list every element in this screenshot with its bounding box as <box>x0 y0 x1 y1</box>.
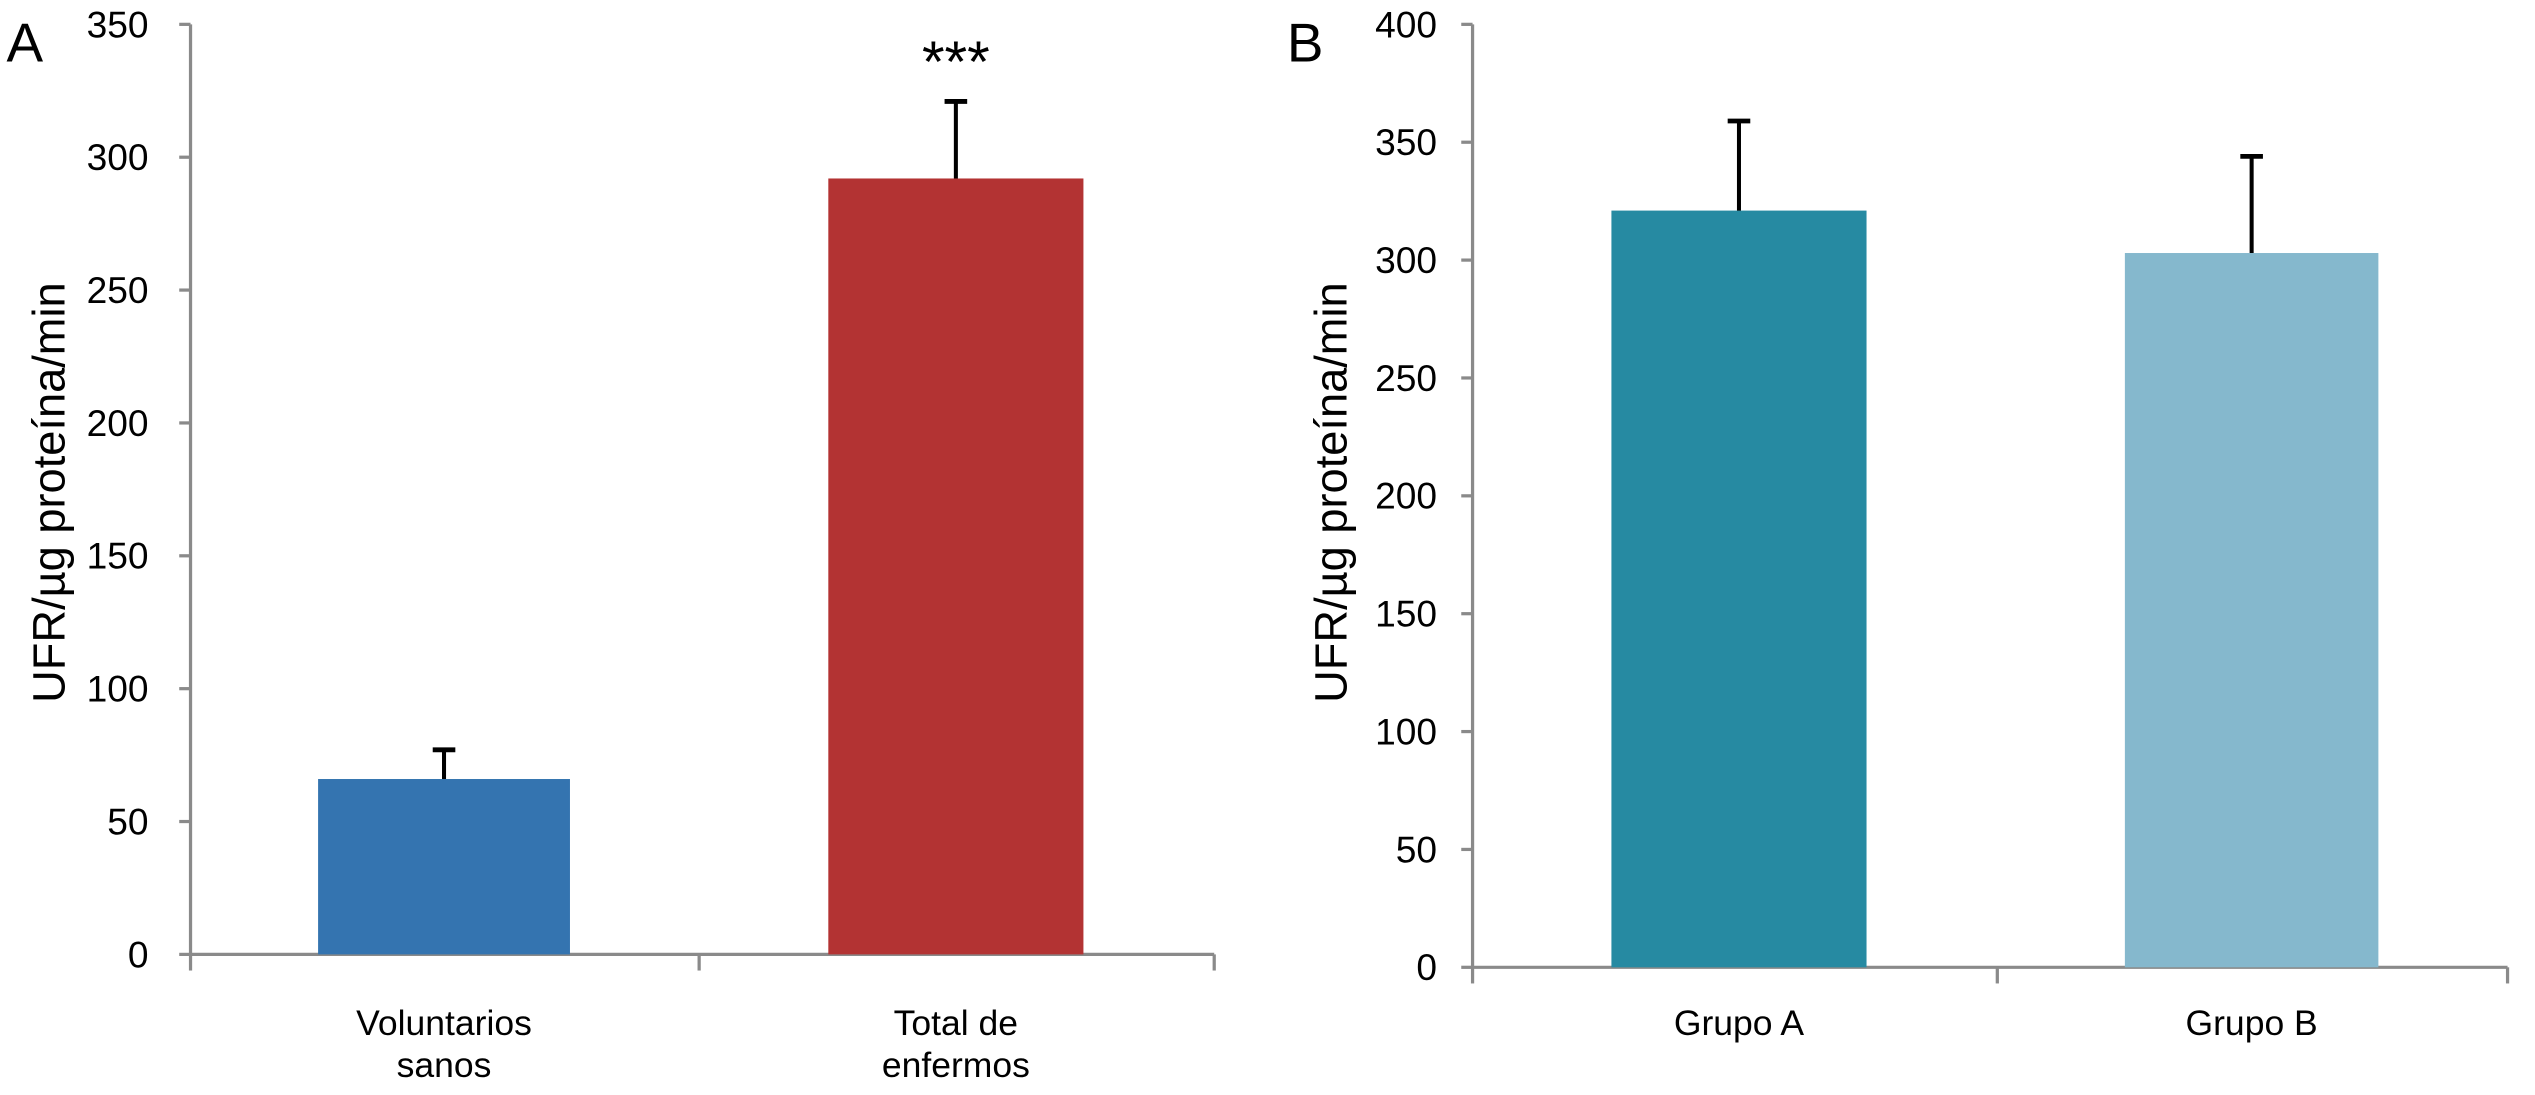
bar <box>2124 253 2379 968</box>
y-tick-label: 250 <box>1375 357 1437 399</box>
bar <box>318 779 570 955</box>
x-tick-label: Total de <box>894 1003 1018 1043</box>
panel-a: A UFR/µg proteína/min 0 50 100 150 200 250 300… <box>6 3 1216 1085</box>
x-tick-label: sanos <box>397 1045 492 1085</box>
y-tick-label: 0 <box>128 933 149 975</box>
x-tick-label: Grupo A <box>1674 1003 1805 1043</box>
y-tick-label: 300 <box>87 136 149 178</box>
y-tick-label: 250 <box>87 269 149 311</box>
y-tick-label: 350 <box>1375 121 1437 163</box>
y-tick-label: 0 <box>1416 946 1437 988</box>
y-tick-label: 50 <box>1396 828 1437 870</box>
panel-label: A <box>6 11 43 73</box>
panel-label: B <box>1287 11 1324 73</box>
bar <box>828 178 1084 955</box>
y-tick-label: 100 <box>1375 710 1437 752</box>
y-tick-label: 150 <box>1375 593 1437 635</box>
y-tick-label: 50 <box>107 800 148 842</box>
y-tick-label: 150 <box>87 535 149 577</box>
x-tick-label: Voluntarios <box>356 1003 532 1043</box>
bar <box>1611 210 1867 968</box>
y-axis-label: UFR/µg proteína/min <box>24 282 75 702</box>
x-tick-label: Grupo B <box>2185 1003 2317 1043</box>
y-tick-label: 100 <box>87 668 149 710</box>
y-tick-label: 200 <box>87 402 149 444</box>
significance-annotation: *** <box>922 30 990 95</box>
y-axis-label: UFR/µg proteína/min <box>1306 282 1357 702</box>
x-tick-label: enfermos <box>882 1045 1030 1085</box>
panel-b: B UFR/µg proteína/min 0 50 100 150 200 250 300… <box>1287 3 2510 1043</box>
y-tick-label: 400 <box>1375 3 1437 45</box>
y-tick-label: 350 <box>87 3 149 45</box>
y-tick-label: 200 <box>1375 475 1437 517</box>
y-tick-label: 300 <box>1375 239 1437 281</box>
